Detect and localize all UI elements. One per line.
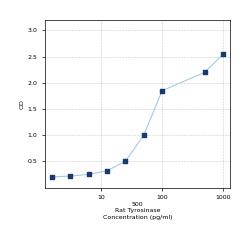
Y-axis label: OD: OD [20, 99, 25, 109]
Point [142, 133, 146, 137]
Point [221, 52, 225, 56]
X-axis label: 500
Rat Tyrosinase
Concentration (pg/ml): 500 Rat Tyrosinase Concentration (pg/ml) [103, 202, 172, 220]
Point [124, 159, 128, 163]
Point [68, 174, 72, 178]
Point [50, 175, 54, 179]
Point [87, 172, 91, 176]
Point [160, 89, 164, 93]
Point [105, 169, 109, 173]
Point [203, 70, 207, 74]
